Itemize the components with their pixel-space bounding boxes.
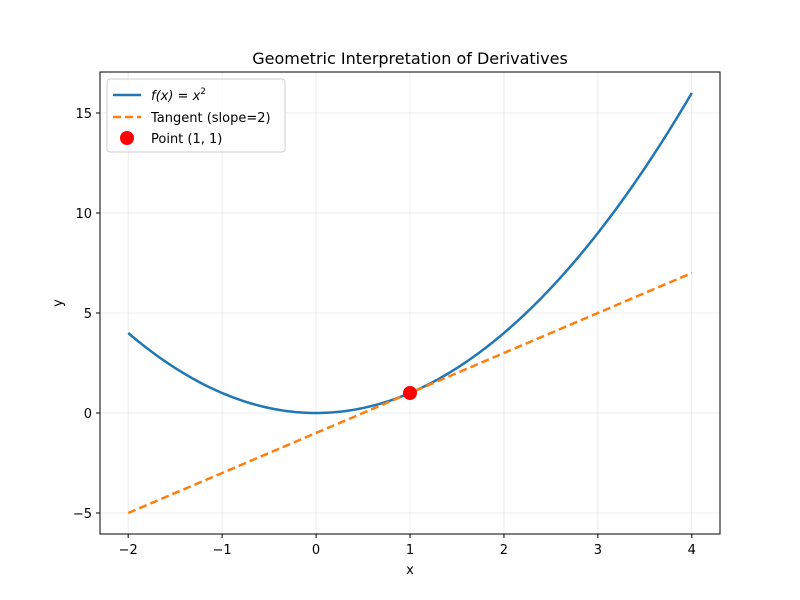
x-tick-label: −1 — [213, 543, 232, 558]
y-tick-label: 5 — [84, 307, 92, 322]
x-tick-label: −2 — [119, 543, 138, 558]
legend-marker-point — [120, 131, 134, 145]
y-axis-label: y — [51, 299, 66, 307]
legend-box — [106, 78, 286, 153]
x-tick-label: 0 — [312, 543, 320, 558]
x-tick-label: 4 — [688, 543, 696, 558]
legend-label-tangent: Tangent (slope=2) — [150, 111, 271, 126]
legend-label-parabola: f(x) = x2 — [151, 87, 206, 104]
y-tick-label: 0 — [84, 407, 92, 422]
y-tick-label: 15 — [75, 107, 92, 122]
x-tick-label: 3 — [594, 543, 602, 558]
ticks: −2 −1 0 1 2 3 4 −5 0 5 10 15 — [73, 107, 696, 558]
y-tick-label: 10 — [75, 207, 92, 222]
x-tick-label: 2 — [500, 543, 508, 558]
legend-label-parabola-exponent: 2 — [200, 87, 206, 97]
legend: f(x) = x2 Tangent (slope=2) Point (1, 1) — [106, 78, 286, 153]
legend-label-point: Point (1, 1) — [151, 132, 222, 147]
point-marker — [403, 386, 417, 400]
legend-label-parabola-main: f(x) = x — [151, 89, 201, 104]
grid — [100, 72, 720, 534]
x-axis-label: x — [406, 563, 414, 578]
series-layer — [127, 92, 693, 515]
y-tick-label: −5 — [73, 507, 92, 522]
chart-title: Geometric Interpretation of Derivatives — [252, 49, 568, 68]
x-tick-label: 1 — [406, 543, 414, 558]
